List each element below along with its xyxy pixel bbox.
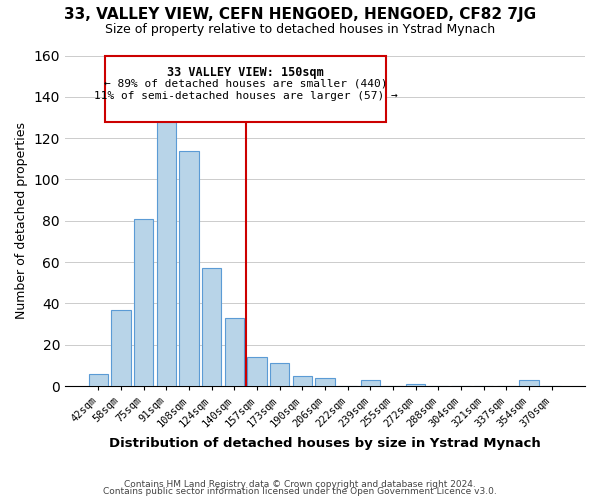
Bar (520, 380, 539, 386)
Text: 33 VALLEY VIEW: 150sqm: 33 VALLEY VIEW: 150sqm (167, 66, 324, 79)
Bar (111, 310, 131, 386)
Bar (157, 122, 176, 386)
Text: Contains public sector information licensed under the Open Government Licence v3: Contains public sector information licen… (103, 488, 497, 496)
Text: 33, VALLEY VIEW, CEFN HENGOED, HENGOED, CF82 7JG: 33, VALLEY VIEW, CEFN HENGOED, HENGOED, … (64, 8, 536, 22)
Bar (406, 384, 425, 386)
Text: Contains HM Land Registry data © Crown copyright and database right 2024.: Contains HM Land Registry data © Crown c… (124, 480, 476, 489)
Bar (270, 364, 289, 386)
Bar (293, 376, 312, 386)
Bar (89, 374, 108, 386)
Text: 11% of semi-detached houses are larger (57) →: 11% of semi-detached houses are larger (… (94, 90, 397, 101)
Bar (247, 357, 266, 386)
FancyBboxPatch shape (105, 56, 386, 122)
Y-axis label: Number of detached properties: Number of detached properties (15, 122, 28, 320)
Bar (179, 150, 199, 386)
Bar (361, 380, 380, 386)
Bar (224, 318, 244, 386)
X-axis label: Distribution of detached houses by size in Ystrad Mynach: Distribution of detached houses by size … (109, 437, 541, 450)
Text: Size of property relative to detached houses in Ystrad Mynach: Size of property relative to detached ho… (105, 22, 495, 36)
Text: ← 89% of detached houses are smaller (440): ← 89% of detached houses are smaller (44… (104, 78, 388, 88)
Bar (316, 378, 335, 386)
Bar (202, 268, 221, 386)
Bar (134, 218, 153, 386)
